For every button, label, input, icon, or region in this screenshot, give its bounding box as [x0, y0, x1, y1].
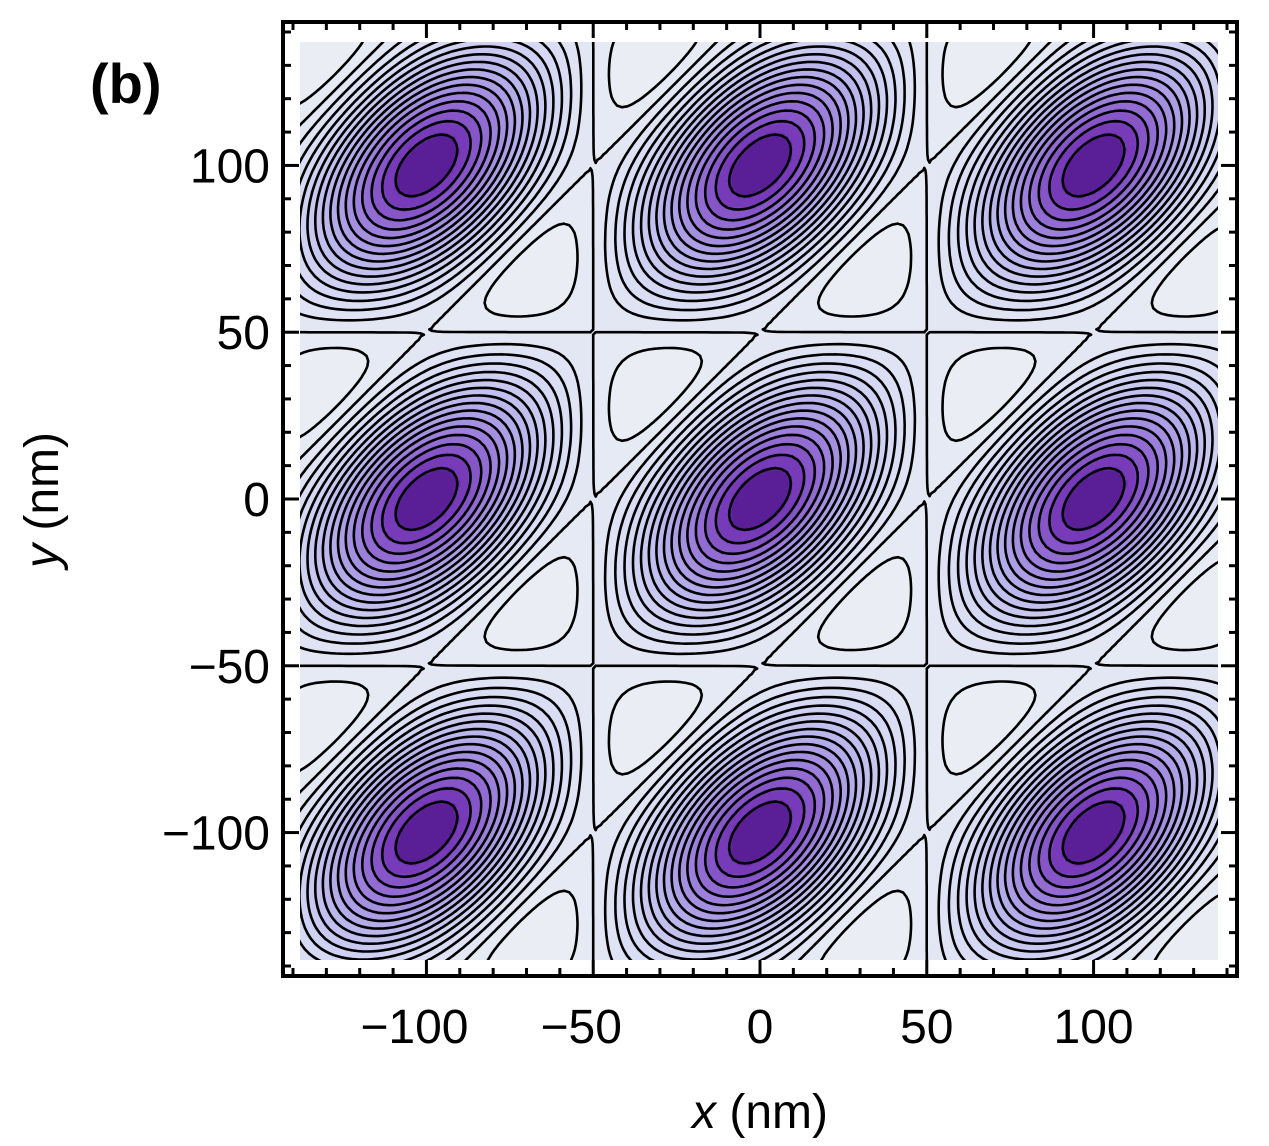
contour-line-6: [344, 83, 1176, 915]
contour-line-1: [394, 133, 1126, 865]
axis-ticks: [283, 22, 1237, 976]
x-tick-label: 100: [1054, 1001, 1134, 1054]
y-tick-label: 100: [190, 140, 270, 193]
y-axis-unit: (nm): [16, 432, 69, 544]
panel-label: (b): [90, 52, 162, 115]
x-axis-unit: (nm): [716, 1086, 828, 1139]
x-axis-label: x (nm): [690, 1086, 828, 1139]
x-tick-label: 50: [900, 1001, 953, 1054]
y-tick-label: 0: [243, 474, 270, 527]
x-tick-labels: −100 −50 0 50 100: [360, 1001, 1133, 1054]
plot-area: [281, 20, 1239, 978]
contour-line-2: [380, 119, 1140, 879]
contour-line-15: [300, 42, 1218, 960]
contour-fill-image: [300, 42, 1218, 960]
contour-lines: [300, 42, 1218, 960]
y-tick-labels: −100 −50 0 50 100: [162, 140, 270, 860]
contour-line-10: [314, 53, 1206, 945]
contour-line-4: [361, 100, 1159, 898]
contour-line-16: [300, 42, 1218, 960]
x-tick-label: −50: [541, 1001, 622, 1054]
contour-line-14: [300, 42, 1218, 960]
contour-line-13: [300, 42, 1218, 960]
y-tick-label: 50: [217, 307, 270, 360]
y-tick-label: −100: [162, 808, 270, 861]
y-axis-var: y: [16, 541, 69, 571]
y-axis-label: y (nm): [16, 432, 69, 571]
contour-line-9: [321, 60, 1199, 938]
contour-line-5: [352, 91, 1168, 907]
contour-line-7: [336, 75, 1184, 923]
contour-line-3: [370, 109, 1150, 889]
contour-line-8: [329, 68, 1191, 930]
x-tick-label: −100: [360, 1001, 468, 1054]
contour-line-12: [300, 42, 1218, 960]
x-axis-var: x: [690, 1086, 718, 1139]
contour-fill: [300, 42, 1218, 960]
contour-line-17: [300, 42, 1218, 960]
x-tick-label: 0: [747, 1001, 774, 1054]
contour-line-11: [306, 45, 1214, 953]
y-tick-label: −50: [189, 641, 270, 694]
